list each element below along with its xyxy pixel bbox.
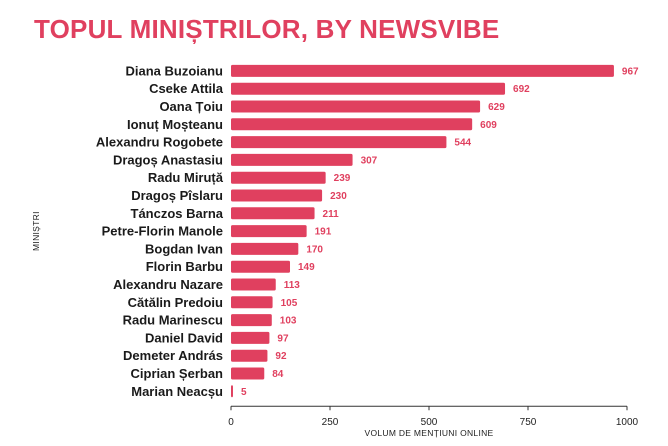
category-label: Cseke Attila: [149, 81, 224, 96]
value-label: 230: [330, 191, 347, 202]
category-label: Bogdan Ivan: [145, 241, 223, 256]
category-label: Ciprian Șerban: [131, 366, 224, 381]
value-label: 149: [298, 262, 315, 273]
bar: [231, 278, 276, 291]
category-label: Florin Barbu: [146, 259, 223, 274]
bar: [231, 100, 481, 113]
value-label: 5: [241, 387, 247, 398]
bar: [231, 314, 272, 327]
bar: [231, 153, 353, 166]
value-label: 307: [361, 155, 378, 166]
value-label: 544: [454, 138, 471, 149]
value-label: 103: [280, 316, 297, 327]
value-label: 211: [323, 209, 340, 220]
category-label: Oana Țoiu: [159, 99, 223, 114]
y-axis-title: MINIȘTRI: [31, 211, 41, 251]
bar: [231, 349, 268, 362]
category-label: Radu Marinescu: [123, 313, 223, 328]
category-label: Petre-Florin Manole: [102, 224, 223, 239]
value-label: 967: [622, 66, 639, 77]
value-label: 170: [306, 244, 323, 255]
value-label: 92: [275, 351, 287, 362]
x-tick-label: 1000: [616, 417, 639, 428]
chart-title: TOPUL MINIȘTRILOR, BY NEWSVIBE: [34, 14, 500, 44]
value-label: 692: [513, 84, 530, 95]
value-label: 84: [272, 369, 284, 380]
category-label: Dragoș Anastasiu: [113, 152, 223, 167]
bar: [231, 225, 307, 238]
bar: [231, 207, 315, 220]
bar: [231, 64, 614, 77]
value-label: 105: [281, 298, 298, 309]
category-label: Marian Neacșu: [131, 384, 223, 399]
x-tick-label: 750: [520, 417, 537, 428]
bar: [231, 331, 270, 344]
category-label: Radu Miruță: [148, 170, 224, 185]
category-label: Daniel David: [145, 330, 223, 345]
category-label: Cătălin Predoiu: [128, 295, 223, 310]
bar: [231, 82, 506, 95]
value-label: 191: [315, 227, 332, 238]
category-label: Alexandru Rogobete: [96, 135, 223, 150]
x-tick-label: 500: [421, 417, 438, 428]
value-label: 239: [334, 173, 351, 184]
bar: [231, 118, 473, 131]
bars-group: [231, 64, 614, 398]
bar: [231, 260, 291, 273]
bar: [231, 385, 233, 398]
bar: [231, 189, 323, 202]
bar: [231, 136, 447, 149]
category-label: Tánczos Barna: [131, 206, 224, 221]
category-label: Alexandru Nazare: [113, 277, 223, 292]
bar: [231, 367, 265, 380]
x-tick-label: 0: [228, 417, 234, 428]
category-labels-group: Diana Buzoianu Cseke Attila Oana Țoiu Ionuț…: [96, 63, 224, 398]
value-labels-group: 967 692 629 609 544 307 239 230 211 191 170 149 113 1…: [241, 66, 639, 397]
bar: [231, 171, 326, 184]
category-label: Ionuț Moșteanu: [127, 117, 223, 132]
bar: [231, 242, 299, 255]
x-ticks-group: 0 250 500 750 1000: [228, 406, 639, 428]
value-label: 609: [480, 120, 497, 131]
category-label: Diana Buzoianu: [125, 63, 223, 78]
x-axis-title: VOLUM DE MENȚIUNI ONLINE: [364, 428, 493, 438]
category-label: Demeter András: [123, 348, 223, 363]
value-label: 113: [284, 280, 301, 291]
category-label: Dragoș Pîslaru: [131, 188, 223, 203]
value-label: 97: [277, 333, 289, 344]
bar: [231, 296, 273, 309]
x-tick-label: 250: [322, 417, 339, 428]
value-label: 629: [488, 102, 505, 113]
